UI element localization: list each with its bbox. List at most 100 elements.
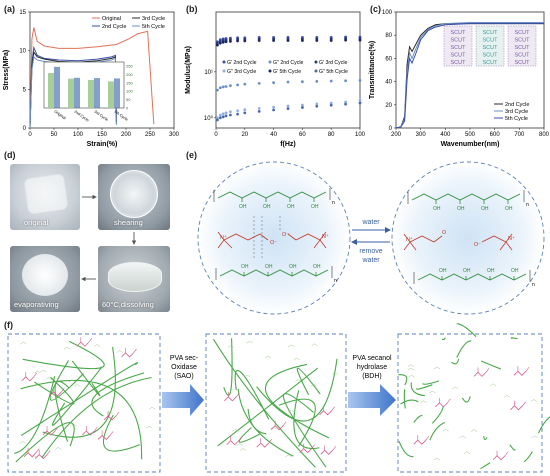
- legend-label: 3rd Cycle: [142, 16, 165, 22]
- side-group: [442, 428, 449, 432]
- scut-text: SCUT: [451, 38, 467, 44]
- legend-label: G′ 5th Cycle: [273, 69, 301, 75]
- side-group: [240, 448, 247, 451]
- betaine-branch: [86, 426, 98, 432]
- pva-fiber: [403, 389, 406, 409]
- y-tick-label: 20: [385, 103, 392, 109]
- data-point: [216, 88, 219, 92]
- side-group: [19, 441, 26, 444]
- panel-label-b: (b): [186, 4, 198, 14]
- betaine-molecule: [256, 442, 270, 448]
- pva-fiber: [456, 340, 472, 358]
- data-point: [229, 84, 232, 88]
- panel-label-f: (f): [4, 320, 13, 330]
- data-point: [221, 40, 225, 44]
- betaine-molecule: [473, 371, 487, 377]
- pva-fiber: [238, 427, 261, 443]
- label-remove: remove: [359, 248, 382, 255]
- scut-text: SCUT: [483, 53, 499, 59]
- x-tick-label: 0: [28, 132, 32, 138]
- legend-marker: [268, 60, 272, 64]
- pva-backbone: [219, 269, 329, 277]
- pva-fiber: [41, 376, 152, 458]
- x-tick-label: 200: [391, 132, 402, 138]
- x-tick-label: 700: [514, 132, 525, 138]
- scut-film-photo: SCUTSCUTSCUTSCUTSCUTSCUTSCUTSCUTSCUTSCUT…: [443, 25, 537, 67]
- oh-label: OH: [439, 268, 447, 274]
- pva-fiber: [410, 382, 425, 397]
- side-group: [331, 371, 339, 375]
- data-point: [286, 107, 290, 111]
- pva-fiber: [398, 374, 408, 386]
- pva-fiber: [49, 360, 84, 401]
- betaine-molecule: [21, 376, 35, 382]
- betaine-molecule: [42, 430, 56, 436]
- side-group: [270, 426, 277, 430]
- betaine-branch: [125, 347, 137, 354]
- data-point: [257, 107, 261, 110]
- side-group: [420, 400, 427, 404]
- betaine-branch: [417, 435, 430, 441]
- pva-fiber: [54, 380, 70, 442]
- betaine-molecule: [226, 440, 239, 446]
- side-group: [452, 386, 459, 390]
- side-group: [463, 451, 471, 454]
- data-point: [315, 79, 319, 83]
- data-point: [272, 39, 275, 42]
- betaine-molecule: [103, 415, 117, 421]
- betaine-branch: [324, 445, 336, 451]
- data-point: [224, 111, 228, 115]
- data-point: [216, 43, 219, 47]
- side-group: [63, 346, 71, 350]
- side-group: [146, 425, 153, 429]
- pva-fiber: [42, 346, 116, 438]
- inset-right-tick: 250: [126, 64, 133, 69]
- scut-text: SCUT: [483, 30, 499, 36]
- betaine-molecule: [97, 434, 111, 440]
- x-axis-label: Strain(%): [87, 141, 118, 148]
- inset-right-tick: 100: [126, 89, 133, 94]
- sao-line-2: Oxidase: [171, 364, 197, 371]
- oh-label: OH: [289, 264, 297, 270]
- betaine-molecule: [492, 455, 506, 461]
- data-point: [257, 109, 261, 113]
- side-group: [246, 340, 253, 344]
- pva-fiber: [416, 384, 433, 390]
- oh-label: OH: [463, 268, 471, 274]
- betaine-branch: [38, 449, 51, 455]
- data-point: [358, 98, 362, 102]
- caption-shearing: shearing: [114, 218, 143, 227]
- data-point: [344, 100, 347, 104]
- pva-fiber: [15, 422, 75, 463]
- side-group: [68, 379, 76, 383]
- pva-fiber: [213, 339, 316, 468]
- side-group: [31, 455, 38, 459]
- n-plus-label-right: N⁺: [322, 233, 329, 240]
- pva-fiber: [510, 337, 518, 340]
- oh-label: OH: [263, 204, 271, 210]
- recycling-photos: original shearing evaporativing 60°C,dis…: [0, 150, 184, 320]
- oh-label: OH: [239, 204, 247, 210]
- data-point: [272, 105, 275, 109]
- pva-fiber: [14, 376, 56, 454]
- data-point: [224, 114, 228, 118]
- pva-fiber: [282, 393, 327, 468]
- data-point: [216, 41, 219, 45]
- pva-fiber: [483, 436, 488, 441]
- pva-chains-free: n OH OH OH OH n OH OH OH OH: [407, 190, 535, 288]
- o-minus-label-mid: O⁻: [282, 232, 289, 238]
- data-point: [236, 109, 239, 113]
- film-photo: [443, 25, 473, 67]
- series-line-3rdcycle: [29, 50, 117, 129]
- panel-label-c: (c): [370, 4, 381, 14]
- scut-text: SCUT: [451, 60, 467, 66]
- pva-fiber: [20, 362, 139, 437]
- side-group: [490, 383, 497, 386]
- bdh-line-3: (BDH): [362, 373, 381, 380]
- side-group: [459, 435, 466, 439]
- betaine-molecule: [23, 452, 37, 458]
- pva-chains-complexed: n OH OH OH OH n OH OH OH OH: [213, 188, 337, 284]
- data-point: [315, 39, 319, 42]
- x-tick-label: 300: [416, 132, 427, 138]
- n-plus-label-left: N⁺: [220, 234, 227, 241]
